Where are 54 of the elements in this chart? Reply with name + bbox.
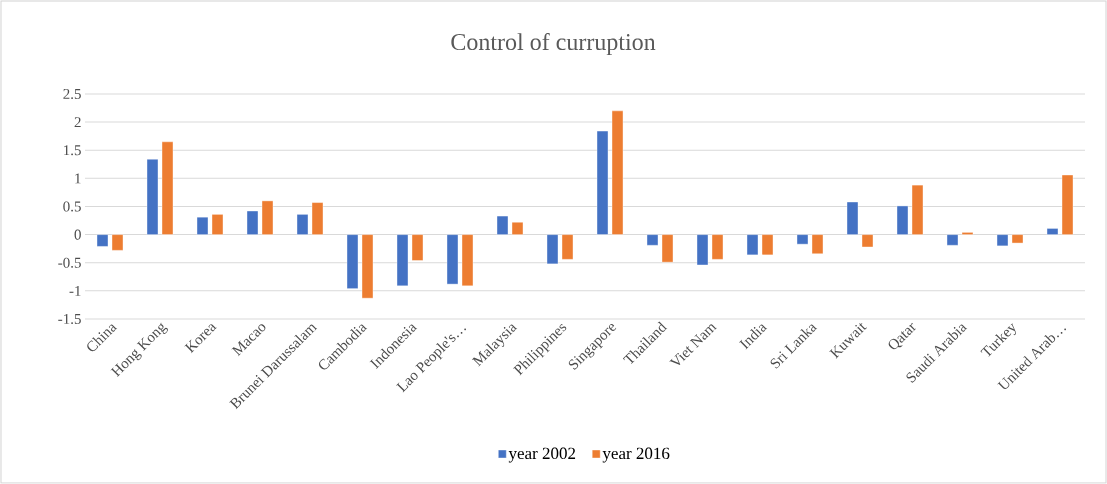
bar <box>861 234 874 248</box>
bar <box>661 234 674 263</box>
bar <box>1011 234 1024 244</box>
bar <box>511 222 524 235</box>
y-tick-label: 2.5 <box>63 88 81 100</box>
bar <box>546 234 559 265</box>
y-tick-label: 1.5 <box>64 145 81 156</box>
bar <box>146 159 159 235</box>
y-tick-label: -1.5 <box>58 313 81 325</box>
legend-label: year 2016 <box>602 447 670 463</box>
bar <box>361 234 374 299</box>
bar <box>211 214 224 235</box>
bar <box>96 234 109 247</box>
bar <box>196 216 209 235</box>
bar <box>296 214 309 235</box>
bar <box>996 234 1009 247</box>
bar <box>246 210 259 235</box>
bar <box>261 200 274 235</box>
bar <box>161 141 174 235</box>
y-tick-label: 0 <box>74 229 81 240</box>
x-tick-label: India <box>739 324 768 350</box>
bar <box>846 201 859 235</box>
bar <box>461 234 474 287</box>
y-tick-label: 0.5 <box>63 201 81 212</box>
bar <box>946 234 959 246</box>
y-tick-label: 1 <box>75 173 81 184</box>
bar <box>646 234 659 246</box>
bar <box>711 234 724 260</box>
bar <box>446 234 459 285</box>
legend-label: year 2002 <box>508 447 576 463</box>
bar <box>1046 228 1059 235</box>
x-tick-label: Viet Nam <box>669 324 717 366</box>
y-tick-label: -0.5 <box>58 257 81 268</box>
bar <box>346 234 359 289</box>
bar <box>111 234 124 251</box>
bar <box>1061 174 1074 235</box>
bar <box>896 205 909 235</box>
bar <box>596 130 609 235</box>
y-tick-label: 2 <box>74 117 81 128</box>
bar <box>696 234 709 266</box>
bar <box>611 110 624 235</box>
bar <box>311 202 324 235</box>
bar <box>411 234 424 261</box>
bar <box>396 234 409 287</box>
bar <box>961 232 974 235</box>
bar <box>496 215 509 235</box>
bar <box>746 234 759 256</box>
chart-title: Control of curruption <box>451 33 656 55</box>
bar <box>796 234 809 245</box>
y-tick-label: -1 <box>69 285 81 296</box>
bar <box>911 184 924 235</box>
bar <box>761 234 774 256</box>
bar <box>561 234 574 260</box>
bar <box>811 234 824 254</box>
